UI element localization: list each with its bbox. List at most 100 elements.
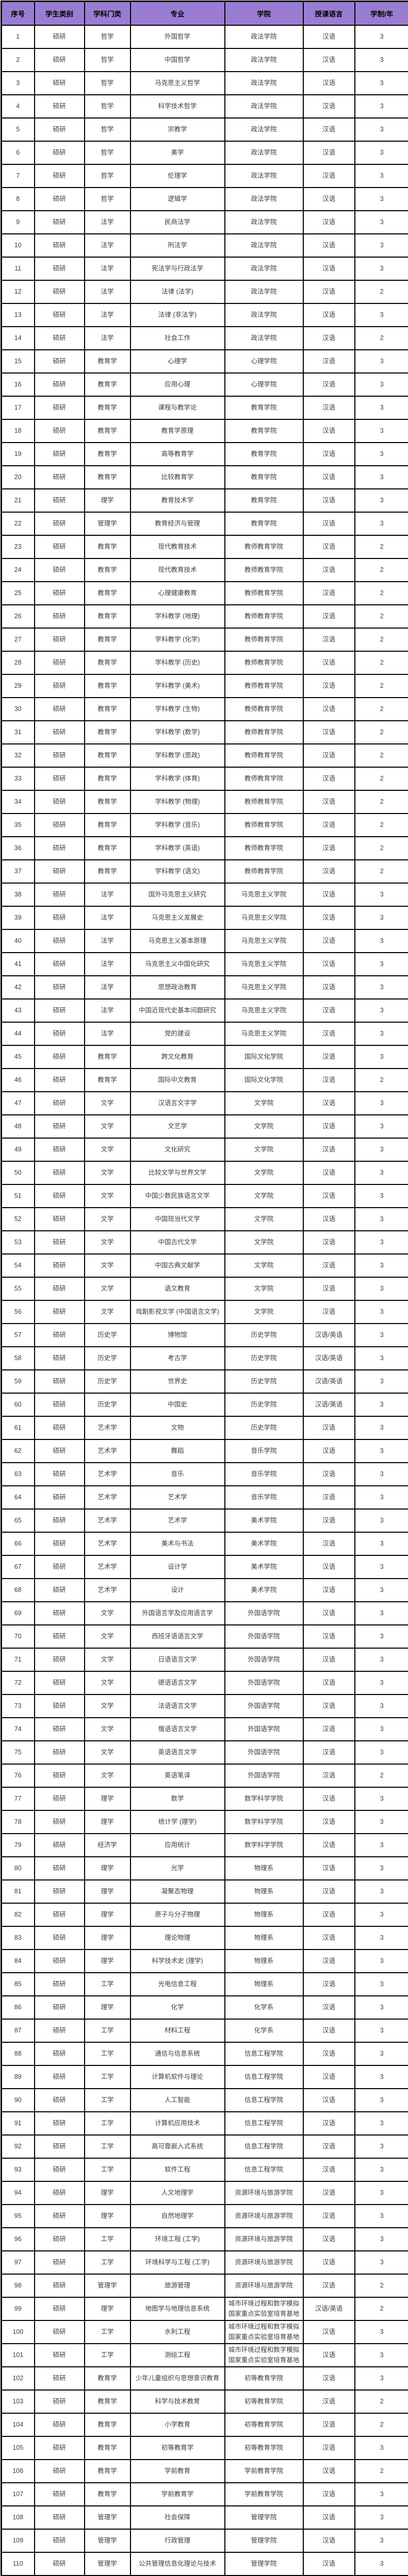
table-cell-student-type: 硕研 [34,1624,85,1649]
table-row: 23 硕研 教育学 现代教育技术 教师教育学院 汉语 2 [1,535,408,559]
table-cell-discipline: 法学 [84,257,131,281]
table-row: 55 硕研 文学 语文教育 文学院 汉语 3 [1,1277,408,1301]
table-cell-discipline: 文学 [84,1671,131,1695]
table-row: 52 硕研 文学 中国现当代文学 文学院 汉语 3 [1,1207,408,1231]
table-cell-language: 汉语 [302,419,355,443]
table-cell-language: 汉语 [302,2552,355,2576]
table-cell-discipline: 理学 [84,1856,131,1880]
table-cell-index: 56 [1,1300,35,1324]
table-cell-index: 52 [1,1207,35,1231]
table-cell-language: 汉语/英语 [302,1346,355,1370]
table-cell-duration: 3 [354,1648,408,1672]
table-cell-duration: 3 [354,1485,408,1510]
table-cell-major: 文化研究 [129,1138,225,1162]
table-cell-discipline: 哲学 [84,94,131,118]
table-cell-student-type: 硕研 [34,2505,85,2530]
table-cell-college: 马克思主义学院 [224,952,304,976]
table-cell-student-type: 硕研 [34,1694,85,1718]
table-cell-index: 60 [1,1393,35,1417]
table-cell-duration: 2 [354,2274,408,2298]
table-cell-major: 比较教育学 [129,465,225,489]
table-cell-major: 外国哲学 [129,25,225,49]
table-cell-language: 汉语 [302,2320,355,2344]
table-cell-duration: 3 [354,2250,408,2275]
table-row: 2 硕研 哲学 中国哲学 政法学院 汉语 3 [1,48,408,72]
table-cell-college: 教师教育学院 [224,720,304,744]
table-cell-major: 学科教学 (思政) [129,743,225,768]
table-cell-language: 汉语 [302,1300,355,1324]
table-cell-duration: 3 [354,883,408,907]
table-cell-major: 国际中文教育 [129,1068,225,1092]
table-cell-major: 材料工程 [129,2019,225,2043]
table-cell-major: 比较文学与世界文学 [129,1161,225,1185]
table-cell-major: 学科教学 (物理) [129,790,225,814]
table-cell-discipline: 教育学 [84,674,131,698]
table-cell-discipline: 法学 [84,303,131,327]
table-cell-duration: 3 [354,2529,408,2553]
table-cell-college: 政法学院 [224,280,304,304]
table-row: 21 硕研 理学 教育技术学 教育学院 汉语 3 [1,488,408,513]
table-body: 1 硕研 哲学 外国哲学 政法学院 汉语 3 2 硕研 哲学 中国哲学 政法学院 汉语 3 3 硕研 哲学 马克思… [1,25,408,2576]
table-cell-college: 信息工程学院 [224,2088,304,2112]
table-cell-major: 美术与书法 [129,1532,225,1556]
table-cell-major: 现代教育技术 [129,558,225,582]
table-cell-major: 高等教育学 [129,442,225,466]
table-cell-student-type: 硕研 [34,743,85,768]
table-cell-major: 少年儿童组织与思想意识教育 [129,2366,225,2391]
table-cell-language: 汉语 [302,1601,355,1625]
table-cell-discipline: 艺术学 [84,1462,131,1486]
table-cell-discipline: 历史学 [84,1369,131,1394]
table-cell-student-type: 硕研 [34,1903,85,1927]
table-cell-language: 汉语 [302,2250,355,2275]
table-row: 57 硕研 历史学 博物馆 历史学院 汉语/英语 3 [1,1323,408,1347]
table-cell-student-type: 硕研 [34,697,85,721]
table-cell-college: 美术学院 [224,1578,304,1602]
table-cell-language: 汉语 [302,2181,355,2205]
table-row: 84 硕研 理学 科学技术史 (理学) 物理系 汉语 3 [1,1949,408,1973]
table-cell-discipline: 文学 [84,1300,131,1324]
table-cell-duration: 2 [354,558,408,582]
table-cell-index: 1 [1,25,35,49]
table-cell-student-type: 硕研 [34,883,85,907]
table-cell-language: 汉语 [302,117,355,142]
table-cell-index: 32 [1,743,35,768]
table-cell-discipline: 教育学 [84,2413,131,2437]
header-cell-language: 授课语言 [302,1,355,26]
table-cell-college: 外国语学院 [224,1694,304,1718]
table-cell-language: 汉语 [302,1253,355,1278]
table-cell-student-type: 硕研 [34,1323,85,1347]
table-row: 36 硕研 教育学 学科教学 (英语) 教师教育学院 汉语 2 [1,836,408,860]
table-cell-discipline: 哲学 [84,71,131,95]
table-cell-duration: 3 [354,419,408,443]
table-cell-college: 教师教育学院 [224,836,304,860]
table-cell-discipline: 教育学 [84,2436,131,2460]
table-cell-language: 汉语 [302,25,355,49]
table-cell-major: 马克思主义哲学 [129,71,225,95]
table-cell-major: 英语笔译 [129,1764,225,1788]
table-cell-college: 文学院 [224,1277,304,1301]
table-cell-college: 资源环境与旅游学院 [224,2250,304,2275]
table-cell-student-type: 硕研 [34,1532,85,1556]
table-cell-discipline: 法学 [84,998,131,1023]
table-cell-student-type: 硕研 [34,1671,85,1695]
table-cell-index: 37 [1,859,35,884]
table-cell-major: 世界史 [129,1369,225,1394]
table-cell-discipline: 教育学 [84,651,131,675]
table-cell-major: 社会工作 [129,326,225,350]
table-cell-college: 历史学院 [224,1346,304,1370]
table-cell-major: 旅游管理 [129,2274,225,2298]
table-cell-discipline: 文学 [84,1648,131,1672]
table-row: 39 硕研 法学 马克思主义发展史 马克思主义学院 汉语 3 [1,906,408,930]
table-cell-duration: 3 [354,2111,408,2136]
table-cell-student-type: 硕研 [34,1972,85,1996]
table-cell-language: 汉语 [302,1995,355,2020]
table-cell-major: 理论物理 [129,1926,225,1950]
table-cell-duration: 3 [354,1022,408,1046]
table-row: 11 硕研 法学 宪法学与行政法学 政法学院 汉语 3 [1,257,408,281]
table-cell-language: 汉语 [302,1764,355,1788]
table-cell-major: 行政管理 [129,2529,225,2553]
table-row: 106 硕研 教育学 学前教育 学前教育学院 汉语 2 [1,2459,408,2483]
table-cell-discipline: 文学 [84,1161,131,1185]
table-cell-college: 文学院 [224,1091,304,1115]
table-cell-index: 21 [1,488,35,513]
